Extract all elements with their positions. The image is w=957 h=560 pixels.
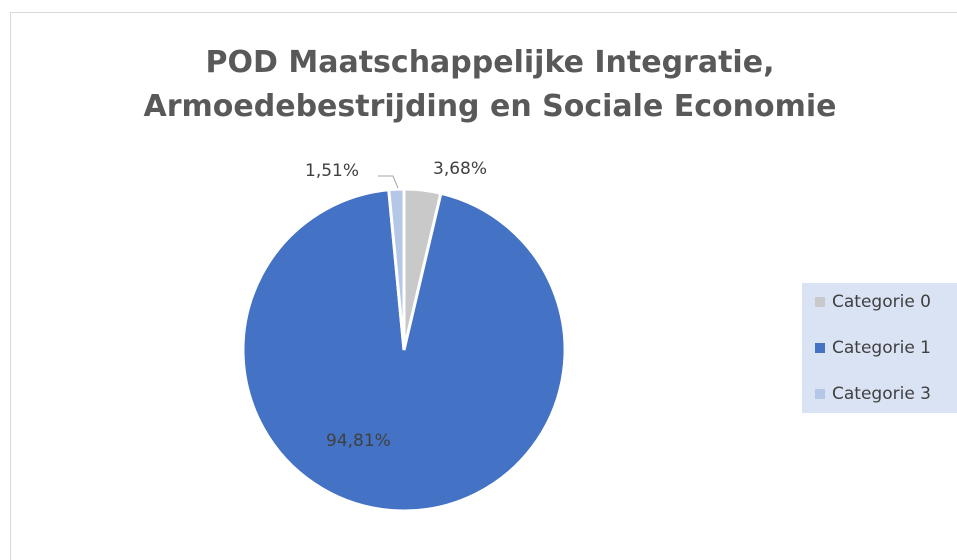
legend-label: Categorie 0 bbox=[832, 292, 931, 312]
legend-swatch bbox=[815, 389, 825, 399]
chart-title: POD Maatschappelijke Integratie, bbox=[206, 45, 775, 80]
legend-swatch bbox=[815, 343, 825, 353]
legend-swatch bbox=[815, 297, 825, 307]
leader-line bbox=[378, 175, 399, 189]
legend-box bbox=[802, 283, 957, 413]
legend-label: Categorie 3 bbox=[832, 384, 931, 404]
legend-label: Categorie 1 bbox=[832, 338, 931, 358]
data-label: 94,81% bbox=[326, 431, 391, 451]
pie-slice bbox=[241, 188, 567, 513]
pie-slice bbox=[387, 187, 406, 351]
chart-title: Armoedebestrijding en Sociale Economie bbox=[144, 89, 837, 124]
data-label: 3,68% bbox=[433, 159, 487, 179]
data-label: 1,51% bbox=[305, 161, 359, 181]
